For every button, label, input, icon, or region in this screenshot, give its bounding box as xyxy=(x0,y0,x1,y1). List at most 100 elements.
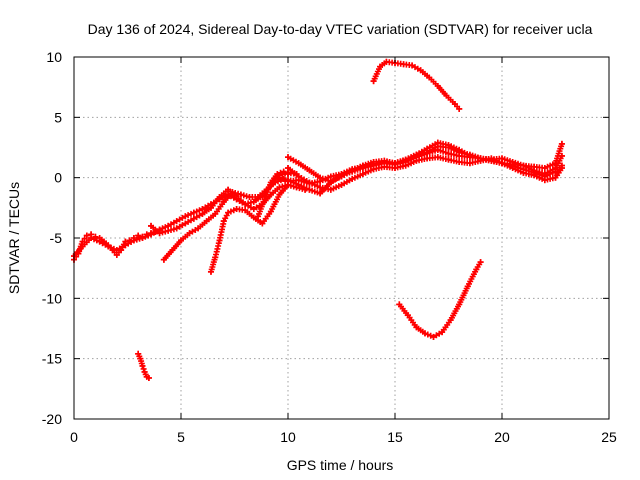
data-point xyxy=(250,214,257,221)
chart-title: Day 136 of 2024, Sidereal Day-to-day VTE… xyxy=(88,21,593,37)
series-trace-12 xyxy=(396,259,484,340)
data-point xyxy=(552,174,559,181)
data-point xyxy=(212,210,219,217)
data-point xyxy=(434,82,441,89)
data-point xyxy=(359,163,366,170)
data-point xyxy=(402,156,409,163)
y-tick-label: -20 xyxy=(42,411,62,427)
data-point xyxy=(229,189,236,196)
data-point xyxy=(338,171,345,178)
data-point xyxy=(383,58,390,65)
series-trace-10 xyxy=(276,143,565,187)
data-point xyxy=(317,184,324,191)
plot-frame xyxy=(73,56,610,420)
data-point xyxy=(130,237,137,244)
data-point xyxy=(246,193,253,200)
data-point xyxy=(156,230,163,237)
data-point xyxy=(430,333,437,340)
data-point xyxy=(160,256,167,263)
data-point xyxy=(105,243,112,250)
data-point xyxy=(255,193,262,200)
y-axis-title: SDTVAR / TECUs xyxy=(6,182,22,294)
data-point xyxy=(456,158,463,165)
data-point xyxy=(186,230,193,237)
data-point xyxy=(242,207,249,214)
data-point xyxy=(173,218,180,225)
data-point xyxy=(182,213,189,220)
data-point xyxy=(113,247,120,254)
data-point xyxy=(377,63,384,70)
data-point xyxy=(445,150,452,157)
data-point xyxy=(274,171,281,178)
data-point xyxy=(169,247,176,254)
data-point xyxy=(139,235,146,241)
data-point xyxy=(396,301,403,308)
data-point xyxy=(443,92,450,99)
series-trace-11 xyxy=(370,58,463,112)
series-trace-13 xyxy=(135,350,152,381)
data-point xyxy=(141,368,148,375)
data-point xyxy=(445,144,452,151)
data-point xyxy=(456,149,463,156)
data-point xyxy=(195,225,202,232)
data-point xyxy=(83,232,90,239)
data-point xyxy=(225,186,232,193)
x-tick-label: 0 xyxy=(70,429,78,445)
data-point xyxy=(182,220,189,227)
data-point xyxy=(199,210,206,217)
data-point xyxy=(276,174,283,181)
data-point xyxy=(145,374,152,381)
data-point xyxy=(409,62,416,69)
x-tick-label: 20 xyxy=(494,429,510,445)
data-point xyxy=(295,177,302,184)
data-point xyxy=(349,175,356,182)
data-point xyxy=(173,225,180,232)
data-point xyxy=(261,196,268,203)
data-point xyxy=(552,168,559,175)
data-point xyxy=(165,227,172,234)
data-point xyxy=(426,74,433,81)
data-point xyxy=(233,193,240,200)
y-tick-label: -10 xyxy=(42,290,62,306)
data-point xyxy=(370,161,377,168)
data-point xyxy=(190,209,197,216)
data-point xyxy=(445,156,452,163)
data-point xyxy=(464,283,471,290)
data-point xyxy=(137,355,144,362)
data-point xyxy=(434,154,441,161)
data-point xyxy=(203,218,210,225)
data-point xyxy=(531,169,538,176)
data-point xyxy=(558,140,565,147)
series-marker-trail xyxy=(370,58,463,112)
data-point xyxy=(220,218,227,225)
data-point xyxy=(488,157,495,164)
data-point xyxy=(317,190,324,197)
y-tick-label: -15 xyxy=(42,351,62,367)
data-point xyxy=(370,78,377,85)
data-point xyxy=(267,179,274,186)
y-tick-label: 10 xyxy=(46,49,62,65)
data-point xyxy=(216,193,223,200)
data-point xyxy=(473,266,480,273)
data-point xyxy=(447,317,454,324)
data-point xyxy=(295,160,302,167)
data-point xyxy=(338,181,345,188)
data-point xyxy=(178,237,184,244)
data-point xyxy=(148,222,155,229)
data-point xyxy=(96,238,103,245)
data-point xyxy=(276,191,283,198)
data-point xyxy=(349,166,356,173)
data-point xyxy=(456,301,463,308)
data-point xyxy=(451,101,458,108)
data-point xyxy=(509,162,516,169)
data-point xyxy=(207,204,214,211)
data-point xyxy=(220,198,227,205)
data-point xyxy=(558,152,565,159)
x-axis-title: GPS time / hours xyxy=(287,457,394,473)
x-tick-label: 25 xyxy=(601,429,617,445)
data-point xyxy=(417,67,424,74)
data-point xyxy=(135,232,142,239)
data-point xyxy=(306,180,313,187)
data-point xyxy=(359,171,366,178)
data-point xyxy=(477,259,484,266)
